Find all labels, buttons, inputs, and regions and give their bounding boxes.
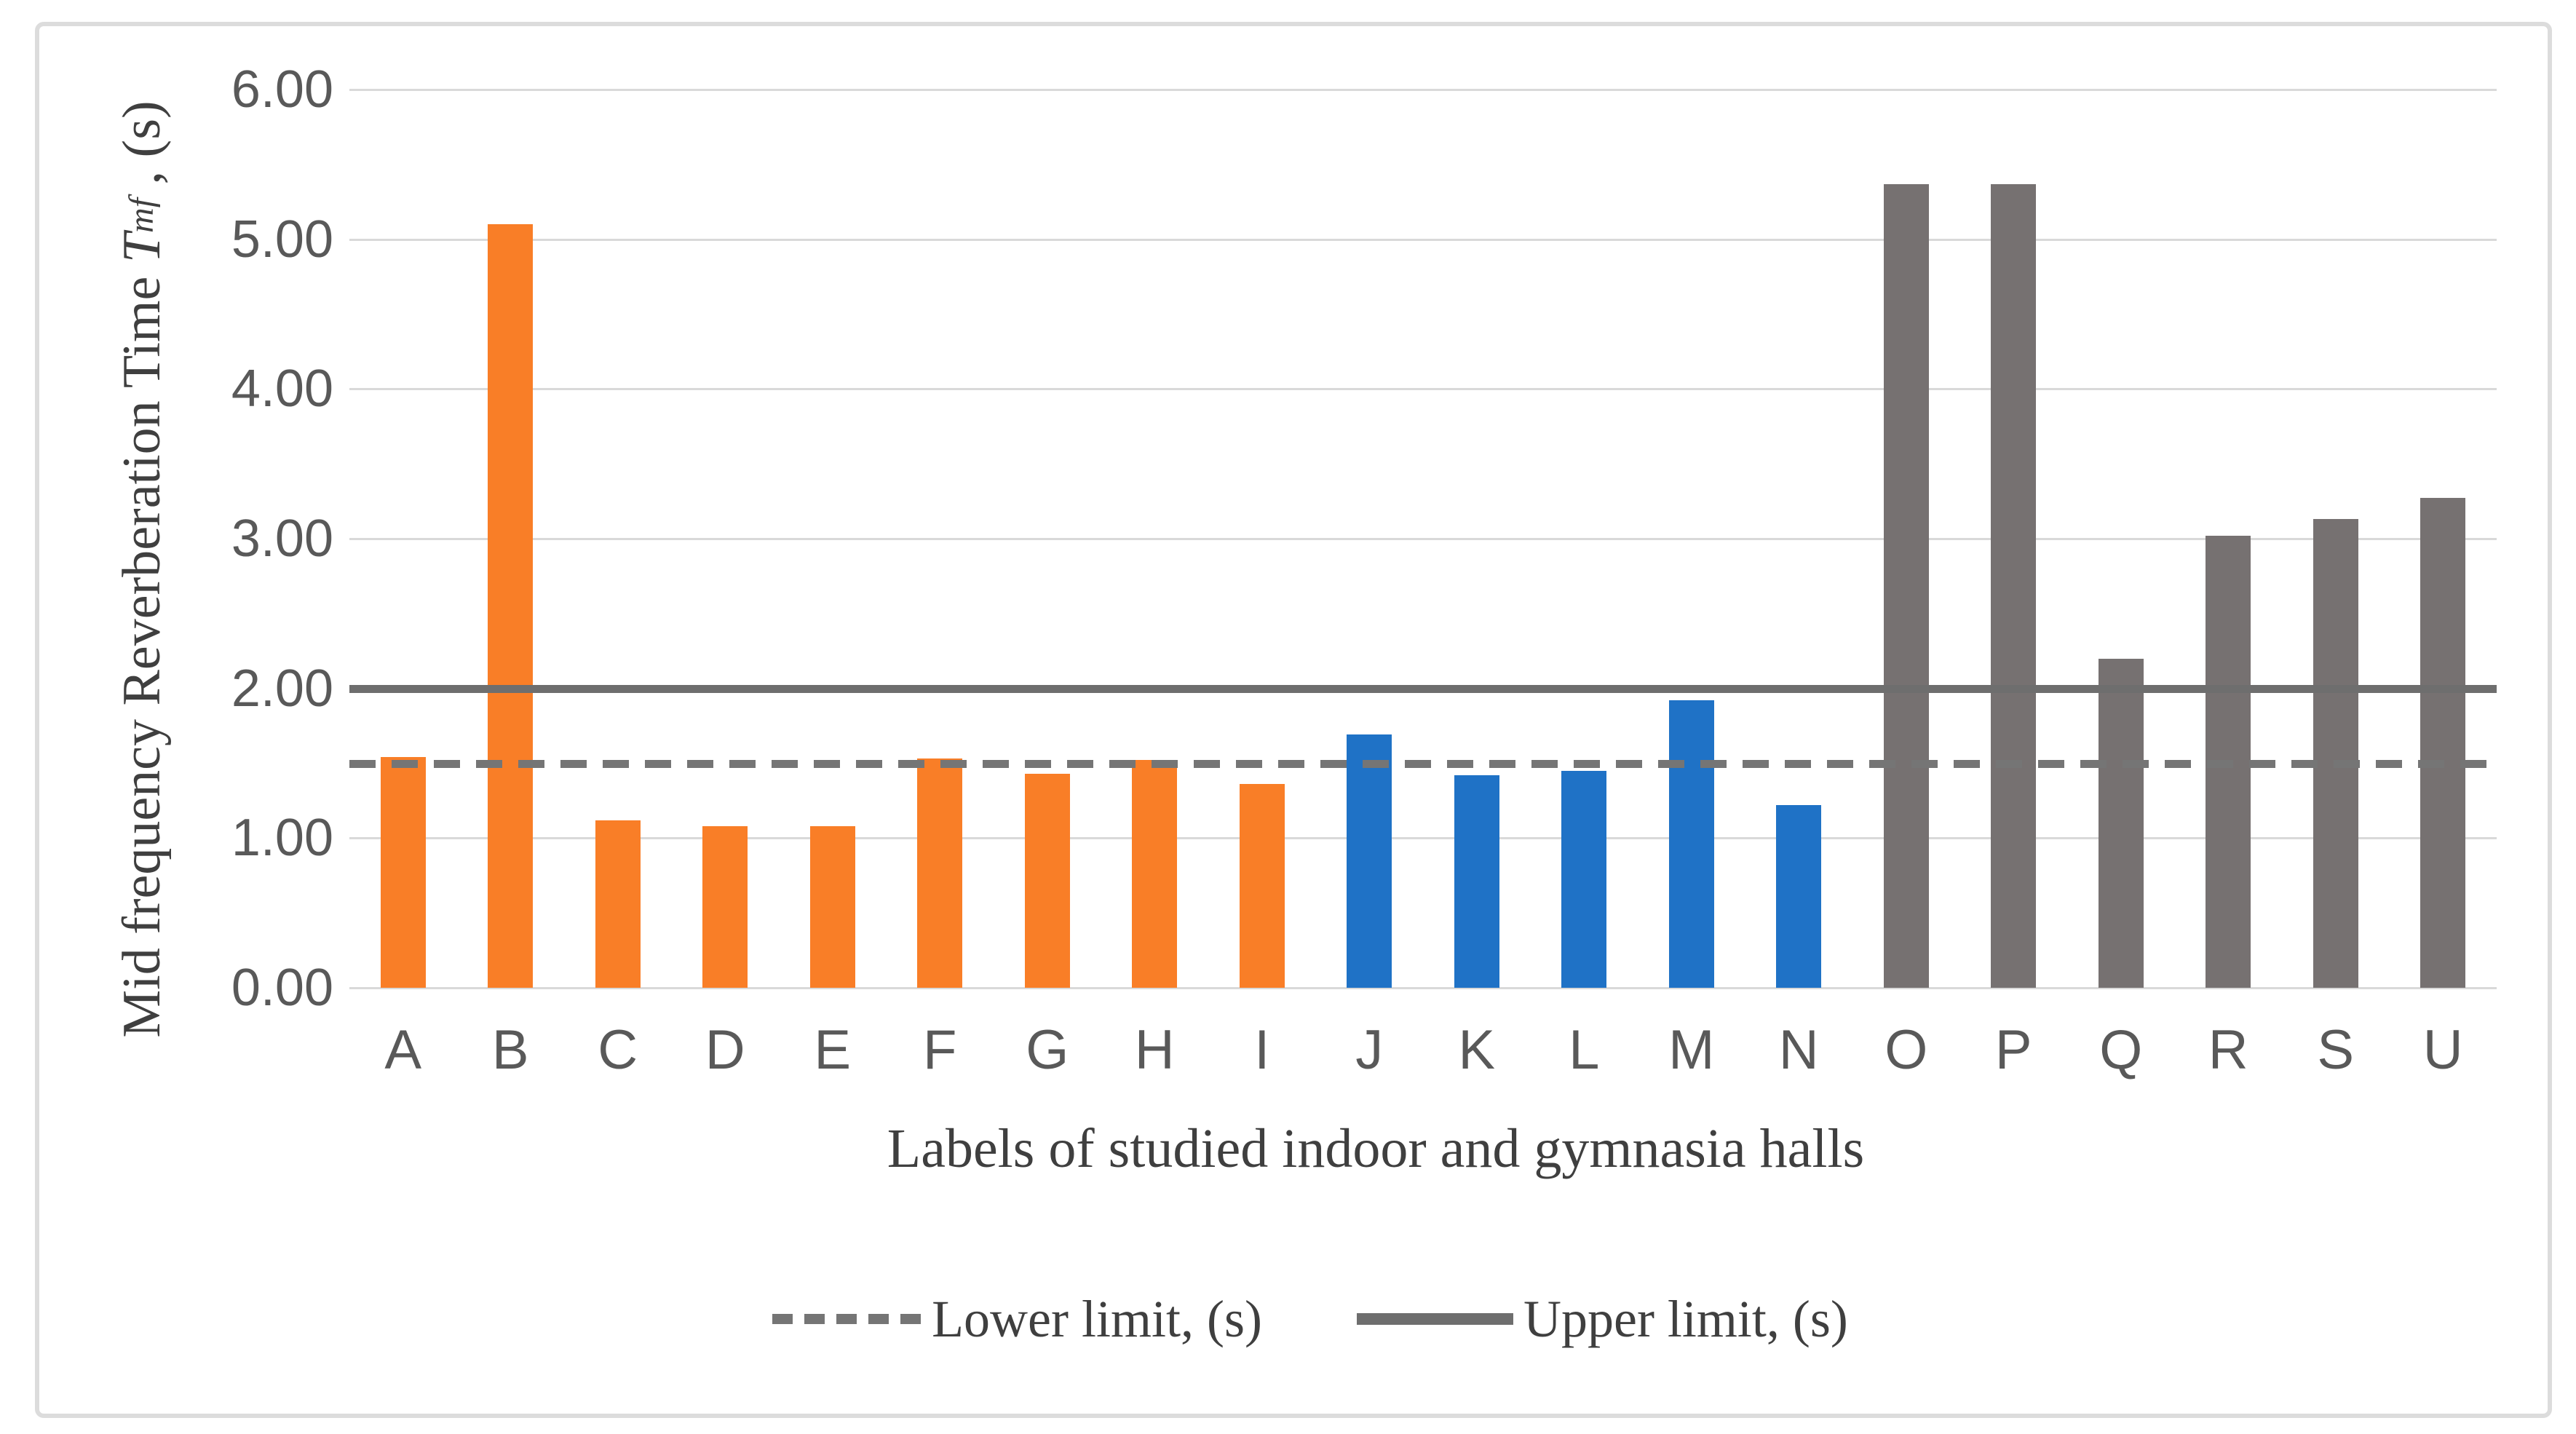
y-axis-title-text: Mid frequency Reverberation Time <box>111 263 172 1038</box>
bar-P <box>1991 183 2037 988</box>
y-tick-label: 3.00 <box>231 510 333 568</box>
bar-F <box>917 758 963 988</box>
lower-limit-line <box>349 759 2497 768</box>
bar-C <box>595 820 641 988</box>
upper-limit-line <box>349 684 2497 693</box>
bar-U <box>2420 498 2466 988</box>
bar-O <box>1883 183 1929 988</box>
figure-border <box>35 22 2552 1418</box>
y-tick-label: 5.00 <box>231 210 333 269</box>
gridline-y-4.00 <box>349 388 2497 391</box>
y-tick-label: 1.00 <box>231 809 333 868</box>
x-tick-label-M: M <box>1668 1019 1715 1081</box>
y-tick-label: 6.00 <box>231 60 333 119</box>
x-tick-label-A: A <box>384 1019 422 1081</box>
solid-line-swatch-icon <box>1356 1313 1513 1325</box>
gridline-y-0.00 <box>349 987 2497 989</box>
bar-G <box>1024 773 1070 988</box>
legend: Lower limit, (s) Upper limit, (s) <box>560 1275 2060 1363</box>
bar-N <box>1776 805 1822 988</box>
bar-M <box>1668 700 1714 988</box>
x-tick-label-Q: Q <box>2099 1019 2143 1081</box>
x-axis-title: Labels of studied indoor and gymnasia ha… <box>887 1118 1865 1179</box>
y-tick-label: 2.00 <box>231 659 333 718</box>
bar-E <box>809 825 855 988</box>
x-tick-label-P: P <box>1994 1019 2032 1081</box>
gridline-y-3.00 <box>349 538 2497 540</box>
y-axis-title-suffix: , (s) <box>111 100 172 198</box>
x-tick-label-J: J <box>1355 1019 1384 1081</box>
x-tick-label-O: O <box>1885 1019 1928 1081</box>
bar-Q <box>2098 658 2144 988</box>
gridline-y-5.00 <box>349 238 2497 241</box>
x-tick-label-I: I <box>1254 1019 1270 1081</box>
gridline-y-1.00 <box>349 837 2497 840</box>
legend-item-lower-limit: Lower limit, (s) <box>772 1289 1262 1350</box>
bar-S <box>2313 519 2358 988</box>
x-tick-label-S: S <box>2317 1019 2355 1081</box>
x-tick-label-G: G <box>1026 1019 1069 1081</box>
bar-H <box>1132 760 1178 988</box>
x-tick-label-R: R <box>2208 1019 2248 1081</box>
y-axis-symbol: T <box>111 232 172 264</box>
y-tick-label: 0.00 <box>231 959 333 1017</box>
legend-label-lower-limit: Lower limit, (s) <box>932 1289 1262 1348</box>
gridline-y-6.00 <box>349 89 2497 91</box>
bar-B <box>488 224 534 988</box>
x-tick-label-L: L <box>1569 1019 1600 1081</box>
legend-item-upper-limit: Upper limit, (s) <box>1356 1289 1848 1350</box>
x-tick-label-K: K <box>1458 1019 1496 1081</box>
bar-D <box>702 825 748 988</box>
bar-A <box>380 757 426 988</box>
bar-J <box>1347 734 1392 988</box>
x-tick-label-F: F <box>923 1019 957 1081</box>
x-tick-label-N: N <box>1778 1019 1819 1081</box>
x-tick-label-E: E <box>814 1019 852 1081</box>
bar-K <box>1454 775 1499 988</box>
x-tick-label-H: H <box>1134 1019 1175 1081</box>
x-tick-label-B: B <box>491 1019 529 1081</box>
legend-label-upper-limit: Upper limit, (s) <box>1523 1289 1848 1348</box>
x-tick-label-C: C <box>598 1019 638 1081</box>
x-tick-label-D: D <box>705 1019 745 1081</box>
bar-L <box>1561 770 1607 988</box>
y-tick-label: 4.00 <box>231 360 333 419</box>
dashed-line-swatch-icon <box>772 1314 922 1324</box>
bar-I <box>1239 784 1285 988</box>
x-tick-label-U: U <box>2422 1019 2463 1081</box>
